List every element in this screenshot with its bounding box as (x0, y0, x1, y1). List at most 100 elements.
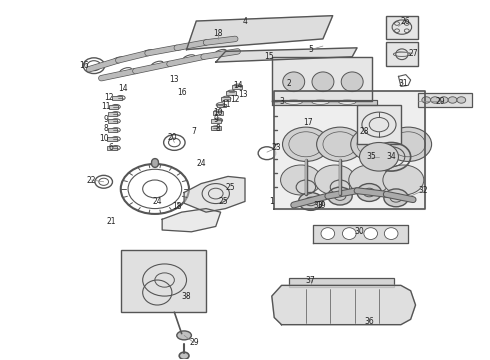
Text: 5: 5 (308, 45, 313, 54)
Text: 14: 14 (233, 81, 243, 90)
Text: 13: 13 (238, 90, 247, 99)
Ellipse shape (321, 228, 335, 239)
Bar (211, 126, 220, 130)
Circle shape (179, 352, 189, 359)
Text: 7: 7 (192, 127, 196, 136)
Circle shape (384, 189, 408, 207)
Text: 34: 34 (386, 152, 396, 161)
Text: 28: 28 (360, 127, 369, 136)
Bar (113, 96, 122, 100)
Polygon shape (272, 57, 372, 102)
Text: 23: 23 (272, 143, 281, 152)
Polygon shape (162, 208, 220, 232)
Text: 12: 12 (230, 95, 240, 104)
Circle shape (457, 97, 465, 103)
Text: 21: 21 (106, 217, 116, 226)
Text: 24: 24 (152, 197, 162, 206)
Text: 14: 14 (119, 84, 128, 93)
Bar (213, 111, 223, 114)
Text: 2: 2 (287, 79, 291, 88)
Text: 32: 32 (418, 186, 428, 195)
Text: 10: 10 (99, 134, 108, 143)
Ellipse shape (384, 228, 398, 239)
Text: 29: 29 (435, 97, 445, 106)
Ellipse shape (364, 228, 377, 239)
Text: 25: 25 (218, 197, 228, 206)
Bar (107, 146, 117, 150)
Circle shape (440, 97, 448, 103)
Circle shape (298, 193, 323, 210)
Text: 12: 12 (104, 93, 113, 102)
Text: 37: 37 (306, 275, 316, 284)
Bar (217, 104, 226, 108)
Circle shape (349, 165, 390, 195)
Ellipse shape (343, 228, 356, 239)
Bar (107, 137, 117, 141)
Bar (220, 97, 230, 101)
Ellipse shape (283, 72, 305, 91)
Bar (109, 105, 118, 109)
Bar (108, 128, 117, 132)
Text: 1: 1 (270, 197, 274, 206)
Ellipse shape (177, 331, 192, 340)
Text: 16: 16 (177, 88, 187, 97)
Bar (211, 119, 220, 123)
Circle shape (281, 165, 321, 195)
Circle shape (283, 127, 329, 161)
Text: 24: 24 (196, 159, 206, 168)
Text: 31: 31 (398, 79, 408, 88)
Text: 19: 19 (316, 201, 325, 210)
Text: 9: 9 (213, 115, 218, 124)
Circle shape (315, 165, 356, 195)
Bar (357, 105, 401, 144)
Text: 26: 26 (401, 17, 411, 26)
Circle shape (448, 97, 457, 103)
Bar (386, 42, 418, 66)
Text: 16: 16 (79, 61, 89, 70)
Polygon shape (272, 100, 376, 105)
Circle shape (385, 127, 432, 161)
Text: 30: 30 (355, 227, 365, 236)
Text: 8: 8 (216, 124, 220, 133)
Polygon shape (272, 285, 416, 325)
Text: 6: 6 (109, 143, 114, 152)
Polygon shape (313, 225, 408, 243)
Text: 22: 22 (87, 176, 96, 185)
Text: 15: 15 (265, 52, 274, 61)
Circle shape (351, 127, 397, 161)
Bar (386, 16, 418, 39)
Text: 36: 36 (365, 316, 374, 325)
Circle shape (422, 97, 431, 103)
Bar (289, 278, 393, 287)
Text: 9: 9 (104, 115, 109, 124)
Text: 29: 29 (189, 338, 198, 347)
Ellipse shape (285, 100, 302, 104)
Text: 18: 18 (172, 202, 181, 211)
Text: 4: 4 (243, 17, 247, 26)
Ellipse shape (341, 72, 363, 91)
Bar (418, 93, 471, 107)
Bar (108, 112, 117, 116)
Text: 8: 8 (104, 124, 108, 133)
Circle shape (383, 165, 424, 195)
Text: 13: 13 (170, 76, 179, 85)
Circle shape (317, 127, 364, 161)
Circle shape (360, 143, 398, 171)
Text: 38: 38 (182, 292, 192, 301)
Text: 17: 17 (303, 118, 313, 127)
Bar (108, 119, 117, 123)
Polygon shape (184, 176, 245, 212)
Ellipse shape (339, 100, 356, 104)
Text: 3: 3 (279, 97, 284, 106)
Ellipse shape (312, 100, 329, 104)
Text: 20: 20 (167, 132, 177, 141)
Circle shape (328, 187, 352, 205)
Text: 11: 11 (221, 100, 230, 109)
Bar (232, 85, 242, 89)
Text: 33: 33 (313, 201, 323, 210)
Bar (121, 249, 206, 312)
Text: 18: 18 (214, 29, 223, 38)
Text: 27: 27 (408, 49, 418, 58)
Ellipse shape (312, 72, 334, 91)
Text: 11: 11 (101, 102, 111, 111)
